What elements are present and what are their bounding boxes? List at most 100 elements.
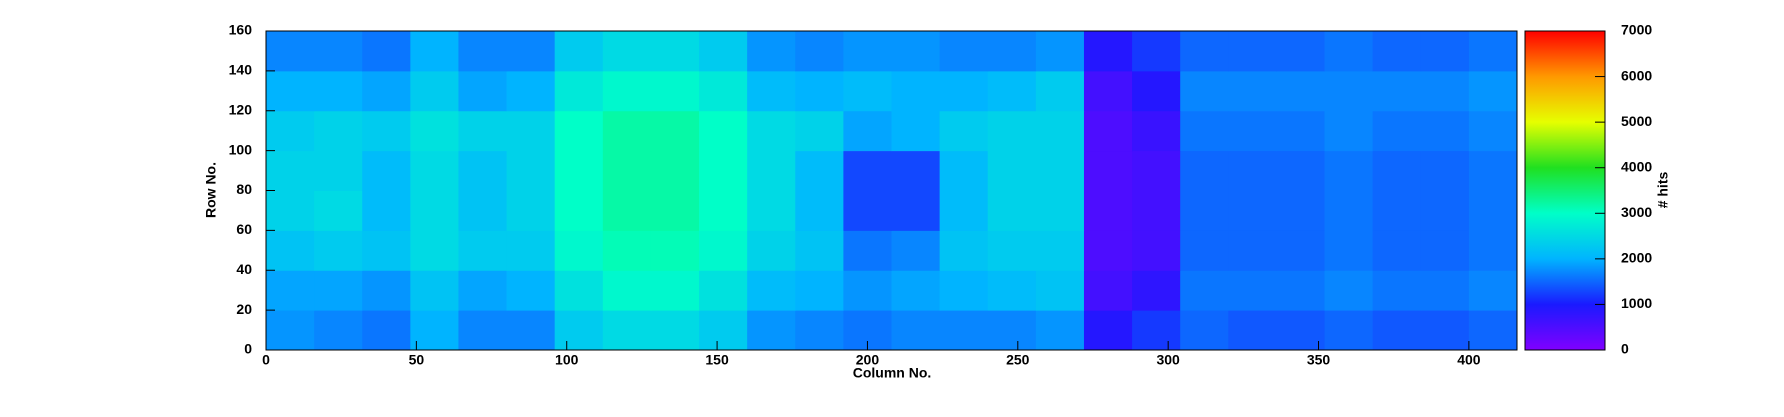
heatmap-cell — [891, 110, 941, 152]
heatmap-cell — [362, 310, 411, 351]
heatmap-cell — [1228, 150, 1277, 191]
heatmap-cell — [458, 31, 508, 72]
heatmap-cell — [1324, 150, 1374, 191]
heatmap-cell — [554, 31, 604, 72]
heatmap-cell — [506, 70, 556, 112]
heatmap-cell — [843, 190, 892, 231]
heatmap-cell — [362, 190, 411, 231]
heatmap-cell — [554, 70, 604, 112]
heatmap-cell — [1035, 31, 1085, 72]
heatmap-cell — [987, 230, 1037, 271]
heatmap-cell — [1372, 150, 1422, 191]
heatmap-cell — [458, 150, 508, 191]
heatmap-cell — [795, 190, 844, 231]
heatmap-cell — [602, 270, 652, 311]
heatmap-cell — [891, 310, 941, 351]
heatmap-cell — [506, 310, 556, 351]
heatmap-cell — [747, 110, 796, 152]
y-tick-label: 140 — [229, 62, 253, 78]
y-tick-label: 40 — [236, 261, 252, 277]
x-axis-label: Column No. — [853, 365, 932, 381]
heatmap-cell — [1324, 230, 1374, 271]
heatmap-cell — [458, 190, 508, 231]
heatmap-cell — [554, 190, 604, 231]
heatmap-cell — [891, 31, 941, 72]
heatmap-cell — [266, 270, 315, 311]
y-tick-label: 80 — [236, 181, 252, 197]
heatmap-cell — [1324, 110, 1374, 152]
heatmap-cell — [1180, 310, 1229, 351]
y-tick-label: 100 — [229, 141, 253, 157]
heatmap-cell — [747, 70, 796, 112]
heatmap-cell — [987, 310, 1037, 351]
heatmap-cell — [1228, 190, 1277, 231]
heatmap-cell — [266, 31, 315, 72]
y-tick-label: 60 — [236, 221, 252, 237]
heatmap-cell — [314, 110, 363, 152]
y-tick-label: 160 — [229, 22, 253, 38]
heatmap-cell — [410, 230, 459, 271]
colorbar-label: # hits — [1655, 172, 1671, 209]
heatmap-cell — [1468, 150, 1518, 191]
heatmap-cell — [650, 310, 700, 351]
heatmap-cell — [699, 31, 748, 72]
heatmap-cell — [699, 310, 748, 351]
x-tick-label: 300 — [1156, 352, 1180, 368]
heatmap-cell — [458, 230, 508, 271]
heatmap-cell — [747, 31, 796, 72]
heatmap-cell — [1035, 190, 1085, 231]
heatmap-cell — [650, 31, 700, 72]
heatmap-cell — [554, 270, 604, 311]
heatmap-cell — [1372, 110, 1422, 152]
colorbar-tick-label: 7000 — [1621, 22, 1652, 38]
heatmap-cell — [506, 110, 556, 152]
heatmap-cell — [1276, 150, 1326, 191]
heatmap-cell — [1420, 150, 1470, 191]
y-tick-label: 120 — [229, 101, 253, 117]
heatmap-cell — [939, 70, 989, 112]
heatmap-cell — [458, 70, 508, 112]
heatmap-cell — [1180, 70, 1229, 112]
heatmap-cell — [410, 270, 459, 311]
heatmap-cell — [699, 110, 748, 152]
heatmap-cell — [795, 31, 844, 72]
heatmap-cell — [266, 310, 315, 351]
heatmap-cell — [1083, 270, 1133, 311]
heatmap-cell — [314, 230, 363, 271]
heatmap-cell — [891, 150, 941, 191]
x-tick-label: 200 — [856, 352, 880, 368]
heatmap-cell — [699, 190, 748, 231]
heatmap-cell — [795, 270, 844, 311]
heatmap-cell — [939, 110, 989, 152]
x-tick-label: 350 — [1307, 352, 1331, 368]
heatmap-cell — [1420, 270, 1470, 311]
heatmap-cell — [410, 70, 459, 112]
heatmap-cell — [554, 310, 604, 351]
heatmap-cell — [1420, 190, 1470, 231]
heatmap-cell — [795, 110, 844, 152]
heatmap-cell — [1324, 270, 1374, 311]
colorbar-tick-label: 0 — [1621, 341, 1629, 357]
colorbar-tick-label: 4000 — [1621, 158, 1652, 174]
x-tick-label: 250 — [1006, 352, 1030, 368]
heatmap-cell — [1132, 110, 1181, 152]
heatmap-cell — [314, 270, 363, 311]
heatmap-cell — [939, 310, 989, 351]
heatmap-cell — [1324, 31, 1374, 72]
heatmap-cell — [1468, 110, 1518, 152]
heatmap-cell — [1083, 230, 1133, 271]
heatmap-cell — [362, 230, 411, 271]
heatmap-cell — [891, 70, 941, 112]
heatmap-cell — [987, 270, 1037, 311]
heatmap-cell — [939, 270, 989, 311]
heatmap-cell — [843, 230, 892, 271]
heatmap-cell — [843, 270, 892, 311]
heatmap-cell — [699, 270, 748, 311]
heatmap-cell — [314, 190, 363, 231]
heatmap-cell — [1180, 230, 1229, 271]
heatmap-cell — [795, 230, 844, 271]
heatmap-cell — [1132, 150, 1181, 191]
heatmap-cell — [458, 110, 508, 152]
